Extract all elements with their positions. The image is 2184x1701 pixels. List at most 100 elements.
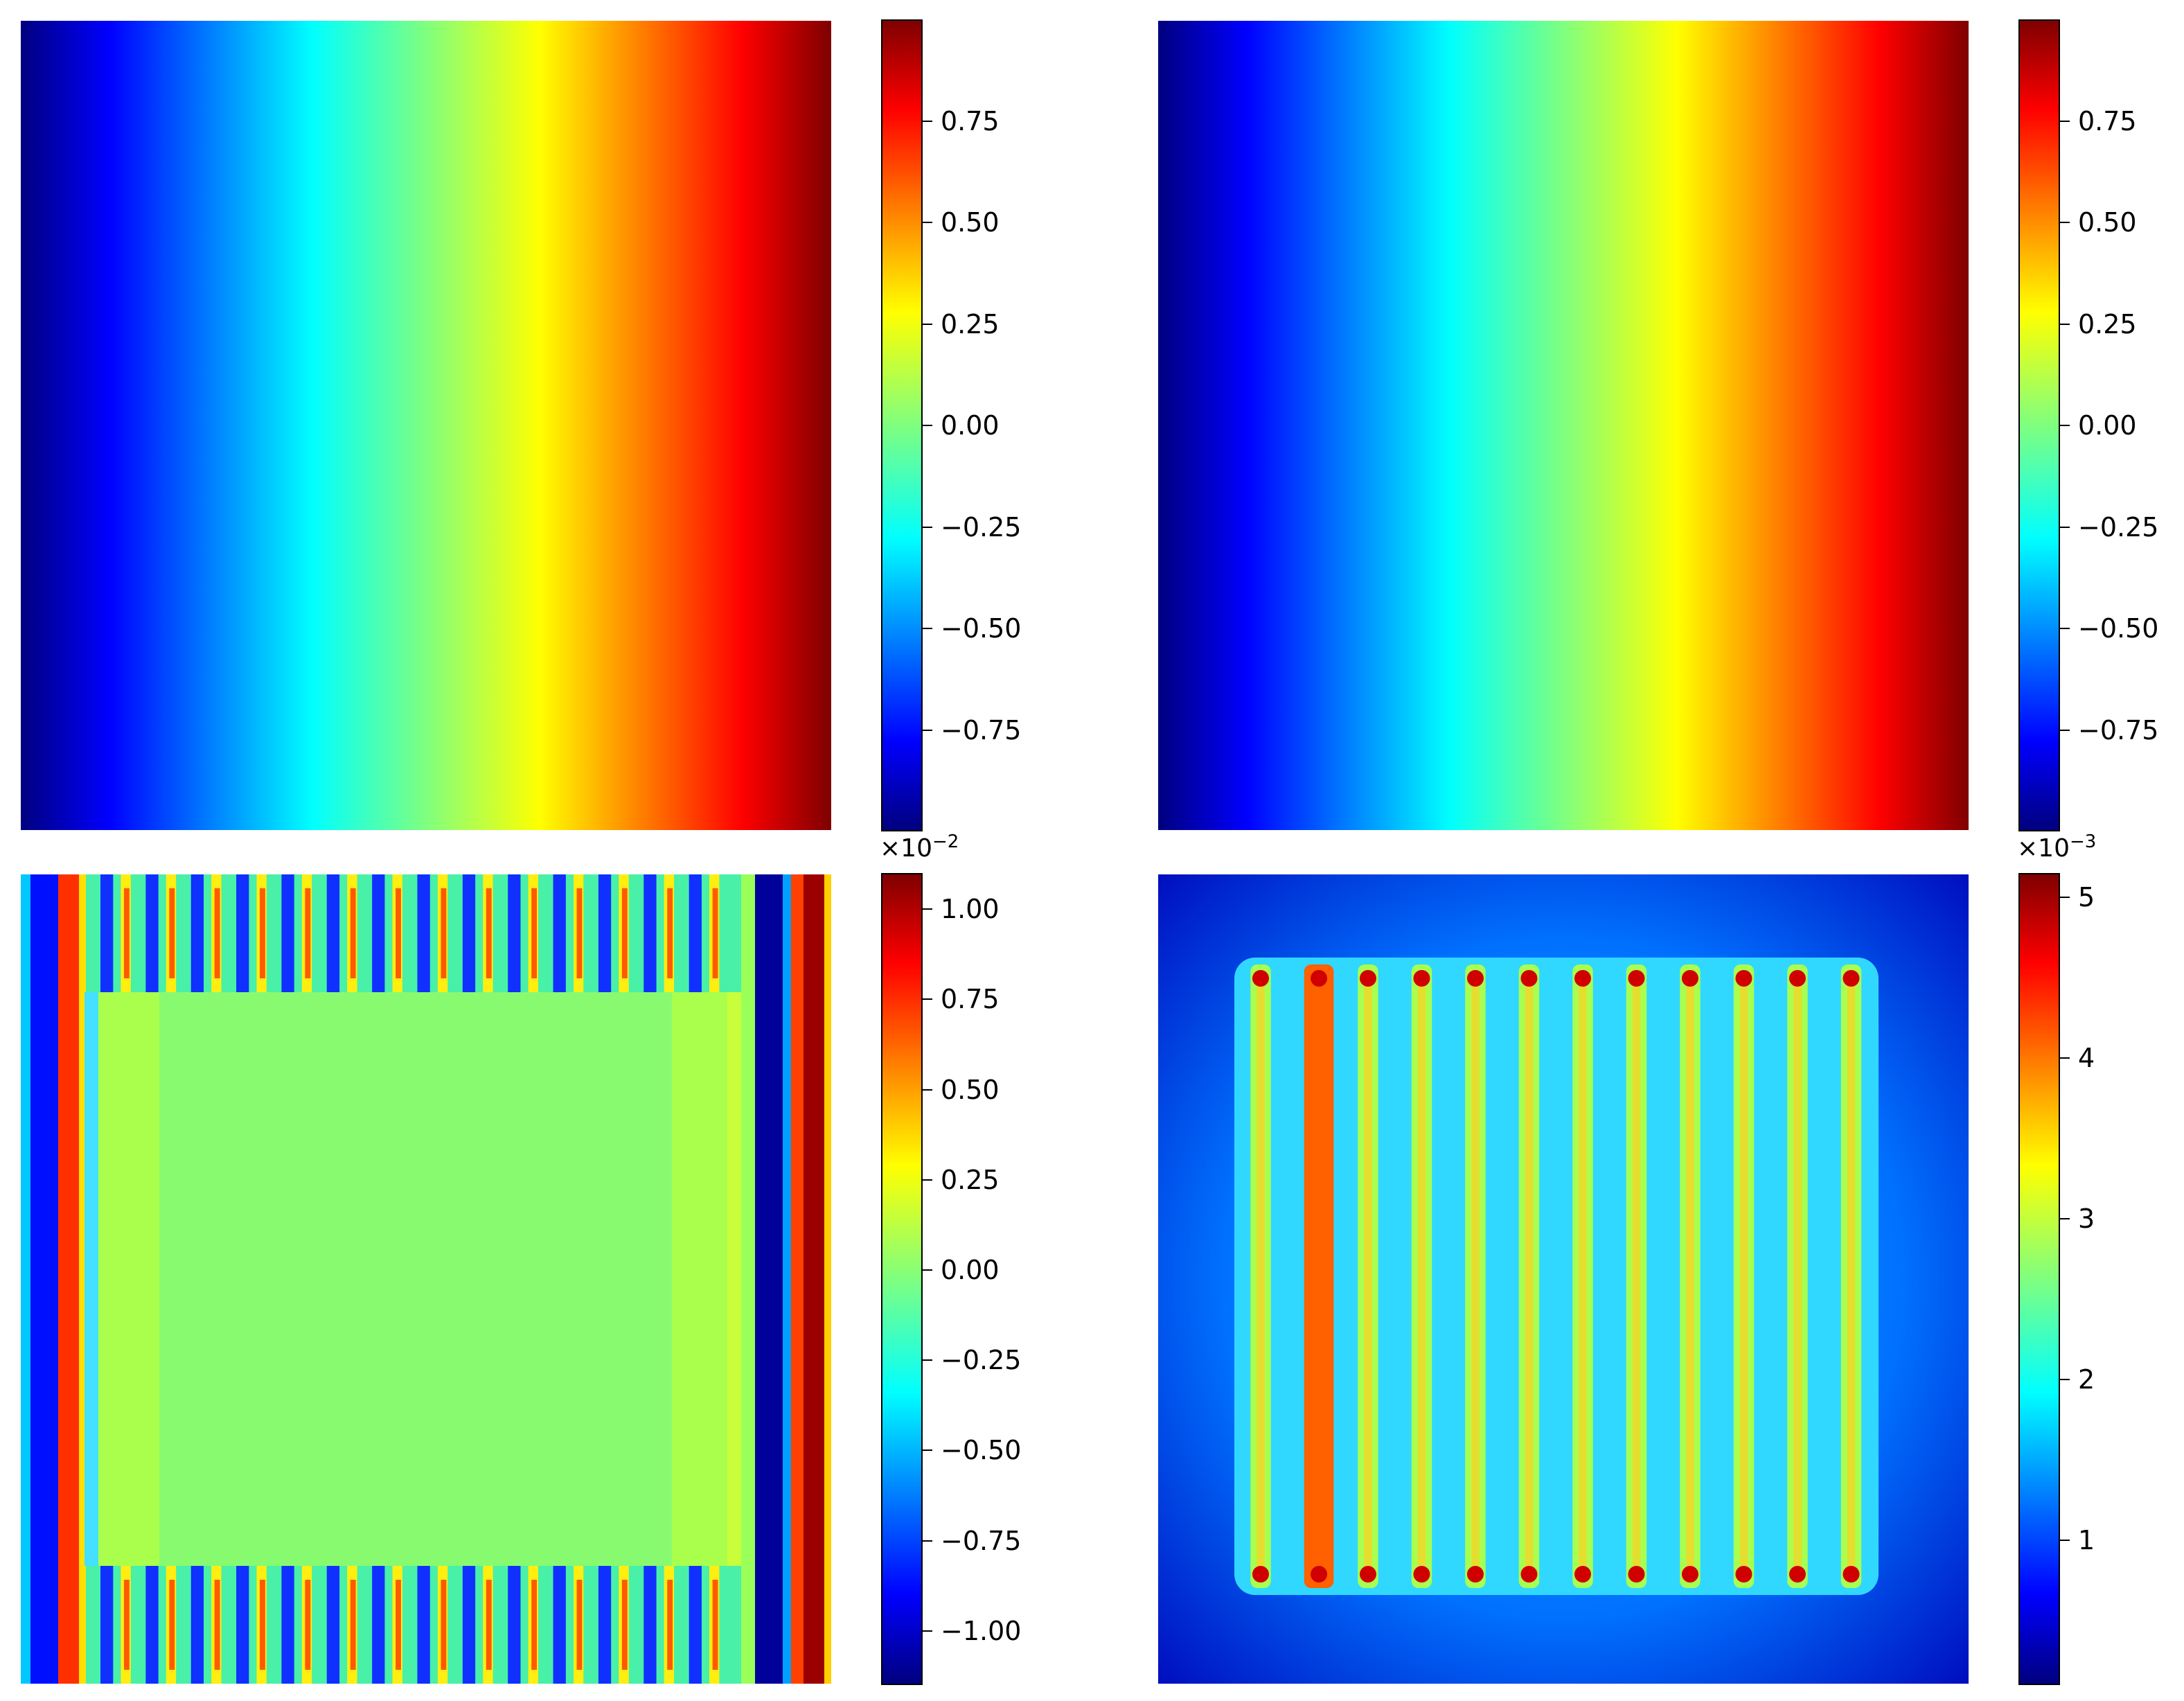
stripe-red <box>712 1580 718 1670</box>
hotspot <box>1359 1566 1376 1583</box>
colorbar-tick-label: 0.50 <box>941 207 1000 238</box>
multiplier-exponent: −2 <box>932 831 959 852</box>
stripe-blue <box>145 874 159 992</box>
heatmap-top-right-svg <box>1158 21 1969 830</box>
hotspot <box>1574 970 1591 987</box>
error-band-core <box>1632 985 1641 1567</box>
colorbar-bottom-left-multiplier: ×10−2 <box>880 831 959 863</box>
stripe-red <box>576 1580 583 1670</box>
colorbar-tick-label: 1 <box>2078 1525 2095 1556</box>
stripe-red <box>531 1580 538 1670</box>
stripe-red <box>260 1580 265 1670</box>
stripe-red <box>441 1580 447 1670</box>
stripe-red <box>305 1580 311 1670</box>
colorbar-tick-label: −1.00 <box>941 1615 1022 1646</box>
error-band-core <box>1525 985 1534 1567</box>
colorbar-tick-label: −0.75 <box>941 714 1022 746</box>
stripe-blue <box>236 874 249 992</box>
stripe-blue <box>553 1566 566 1684</box>
hotspot <box>1311 970 1328 987</box>
stripe-blue <box>643 874 657 992</box>
multiplier-base: ×10 <box>880 834 932 863</box>
stripe-blue <box>508 1566 521 1684</box>
colorbar-tick-label: −0.25 <box>941 511 1022 543</box>
stripe-blue <box>598 1566 612 1684</box>
stripe-red <box>123 888 130 978</box>
colorbar-tick-label: 0.75 <box>2078 105 2137 136</box>
colorbar-tick <box>2060 1540 2070 1542</box>
gradient-field <box>21 21 831 830</box>
stripe-blue <box>598 874 612 992</box>
stripe-red <box>169 1580 175 1670</box>
colorbar-tick-label: −0.50 <box>2078 613 2159 644</box>
hotspot <box>1628 1566 1645 1583</box>
stripe-blue <box>100 874 114 992</box>
colorbar-tick <box>923 1359 932 1361</box>
colorbar-bottom-left <box>881 873 923 1685</box>
stripe-blue <box>553 874 566 992</box>
heatmap-bottom-right-svg <box>1158 874 1969 1684</box>
stripe-blue <box>508 874 521 992</box>
interior-region <box>1234 958 1879 1595</box>
colorbar-tick-label: −0.50 <box>941 1435 1022 1466</box>
colorbar-tick-label: 0.00 <box>2078 410 2137 441</box>
colorbar-tick <box>2060 425 2070 426</box>
error-band-core <box>1686 985 1694 1567</box>
colorbar-tick-label: 0.00 <box>941 1254 1000 1285</box>
stripe-red <box>396 1580 401 1670</box>
stripe-red <box>441 888 447 978</box>
colorbar-tick <box>2060 222 2070 223</box>
stripe-red <box>621 1580 628 1670</box>
colorbar-tick-label: 0.75 <box>941 984 1000 1015</box>
interior-shade <box>159 992 672 1566</box>
edge-stripe <box>58 874 79 1684</box>
stripe-blue <box>643 1566 657 1684</box>
colorbar-tick <box>2060 1057 2070 1059</box>
error-band-core <box>1739 985 1748 1567</box>
heatmap-bottom-left-svg <box>21 874 831 1684</box>
heatmap-top-left-svg <box>21 21 831 830</box>
stripe-red <box>531 888 538 978</box>
hotspot <box>1681 970 1698 987</box>
colorbar-tick-label: 1.00 <box>941 894 1000 925</box>
error-band-core <box>1364 985 1372 1567</box>
hotspot <box>1311 1566 1328 1583</box>
colorbar-tick <box>923 729 932 731</box>
colorbar-tick <box>923 908 932 910</box>
stripe-blue <box>236 1566 249 1684</box>
edge-stripe <box>79 874 86 1684</box>
hotspot <box>1788 1566 1806 1583</box>
hotspot <box>1735 1566 1752 1583</box>
stripe-red <box>712 888 718 978</box>
heatmap-top-left <box>21 21 831 830</box>
stripe-blue <box>145 1566 159 1684</box>
edge-stripe <box>30 874 58 1684</box>
colorbar-tick <box>2060 628 2070 629</box>
stripe-red <box>486 1580 492 1670</box>
edge-stripe <box>783 874 791 1684</box>
stripe-red <box>260 888 265 978</box>
colorbar-tick <box>2060 896 2070 898</box>
colorbar-tick-label: −0.75 <box>941 1525 1022 1556</box>
heatmap-bottom-left <box>21 874 831 1684</box>
stripe-blue <box>190 874 204 992</box>
colorbar-tick <box>923 222 932 223</box>
hotspot <box>1520 970 1538 987</box>
stripe-blue <box>326 874 340 992</box>
stripe-red <box>576 888 583 978</box>
colorbar-tick-label: −0.75 <box>2078 714 2159 746</box>
gradient-field <box>1158 21 1969 830</box>
stripe-red <box>667 888 673 978</box>
colorbar-tick-label: 4 <box>2078 1042 2095 1073</box>
heatmap-bottom-right <box>1158 874 1969 1684</box>
stripe-blue <box>372 874 385 992</box>
edge-stripe <box>21 874 30 1684</box>
colorbar-tick-label: 3 <box>2078 1203 2095 1234</box>
hotspot <box>1735 970 1752 987</box>
stripe-blue <box>281 1566 294 1684</box>
stripe-red <box>667 1580 673 1670</box>
error-band-core <box>1847 985 1856 1567</box>
colorbar-tick-label: −0.50 <box>941 613 1022 644</box>
stripe-blue <box>190 1566 204 1684</box>
colorbar-tick <box>923 1089 932 1091</box>
